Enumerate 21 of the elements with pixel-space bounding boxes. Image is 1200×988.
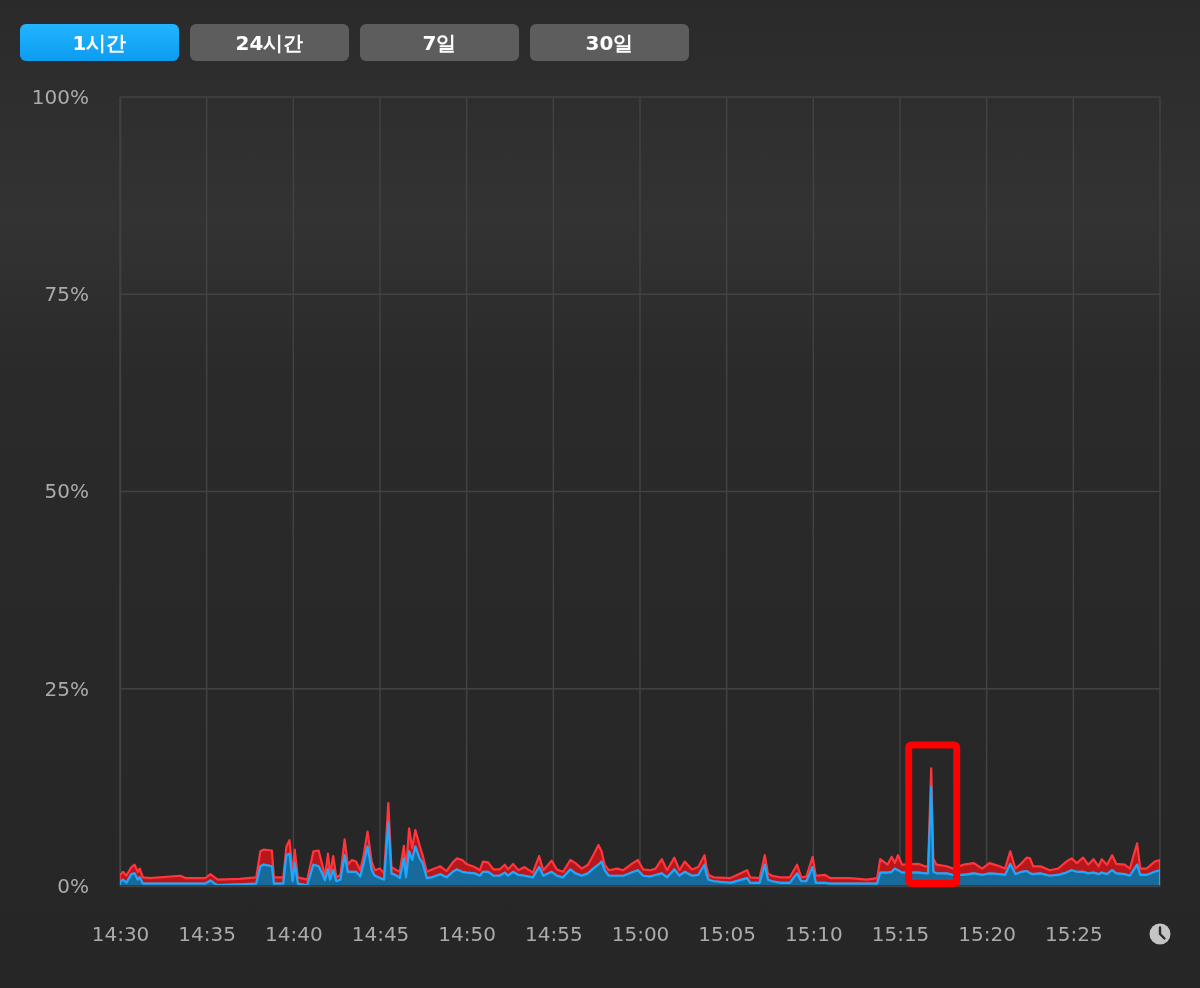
x-tick-label: 15:15: [871, 922, 930, 947]
text: 30일: [585, 31, 634, 55]
x-tick-label: 14:30: [91, 922, 150, 947]
x-tick-label: 15:00: [611, 922, 670, 947]
x-tick-label: 14:55: [525, 922, 583, 947]
y-tick-label: 75%: [44, 282, 89, 307]
x-tick-label: 14:40: [265, 922, 323, 947]
text: 24시간: [235, 31, 304, 55]
x-tick-label: 14:45: [351, 922, 410, 947]
y-tick-label: 50%: [44, 479, 89, 504]
x-tick-label: 14:50: [438, 922, 496, 947]
y-tick-label: 0%: [57, 873, 89, 898]
y-tick-label: 100%: [31, 84, 89, 109]
text: 1시간: [72, 31, 127, 55]
x-tick-label: 15:10: [785, 922, 843, 947]
y-tick-label: 25%: [44, 676, 89, 701]
x-tick-label: 15:05: [698, 922, 756, 947]
x-tick-label: 15:20: [958, 922, 1016, 947]
text: 7일: [422, 31, 457, 55]
x-tick-label: 15:25: [1045, 922, 1103, 947]
x-tick-label: 14:35: [178, 922, 236, 947]
